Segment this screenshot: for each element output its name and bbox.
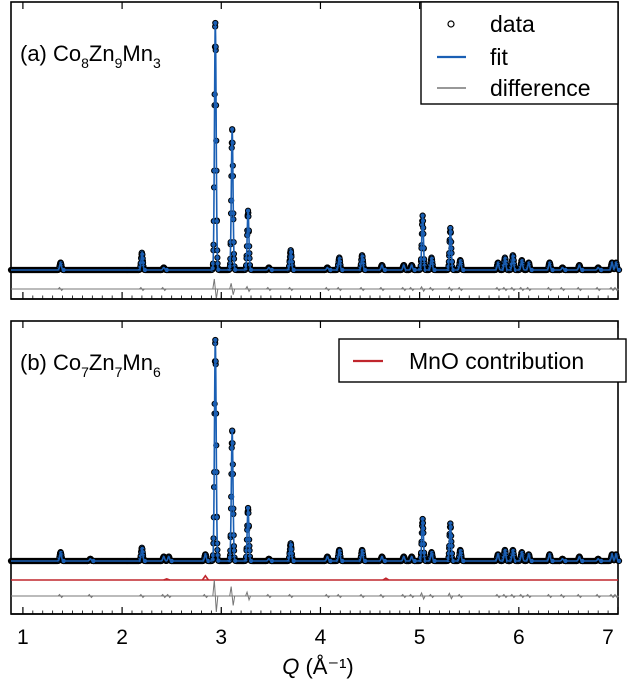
x-tick-label: 2	[116, 626, 128, 649]
a-difference-segment	[359, 286, 365, 292]
a-difference-segment	[408, 286, 415, 292]
panel-b-legend: MnO contribution	[338, 338, 627, 383]
a-difference-segment	[518, 286, 525, 292]
panel-b-label-sub-3: 6	[153, 364, 161, 380]
panel-b-label-el-2: Zn	[89, 350, 115, 375]
a-difference-segment	[609, 286, 615, 292]
x-axis-tick-labels: 1 2 3 4 5 6 7	[17, 626, 614, 649]
x-tick-label: 6	[513, 626, 525, 649]
panel-a-label-sub-1: 8	[81, 55, 89, 71]
panel-a-label-sub-3: 3	[153, 55, 161, 71]
panel-a-difference-curve	[57, 278, 619, 300]
a-difference-segment	[212, 278, 219, 300]
a-difference-segment	[510, 286, 516, 292]
a-difference-segment	[457, 286, 464, 292]
a-difference-segment	[525, 286, 532, 292]
a-difference-segment	[160, 286, 167, 292]
panel-a-legend: data fit difference	[420, 1, 619, 105]
panel-b-label-el-3: Mn	[122, 350, 153, 375]
a-difference-segment	[595, 286, 602, 292]
panel-b-label: (b) Co7Zn7Mn6	[20, 350, 161, 380]
panel-a-label: (a) Co8Zn9Mn3	[20, 41, 161, 71]
panel-b-label-el-1: Co	[53, 350, 81, 375]
a-difference-segment	[559, 286, 566, 292]
a-difference-segment	[613, 286, 619, 292]
a-difference-segment	[428, 286, 435, 292]
panel-b-label-sub-1: 7	[81, 364, 89, 380]
legend-fit-label: fit	[490, 44, 509, 70]
x-axis-title: Q (Å⁻¹)	[282, 654, 354, 679]
a-difference-segment	[324, 286, 331, 292]
x-axis-title-symbol: Q	[282, 654, 299, 679]
a-difference-segment	[546, 286, 553, 292]
a-difference-segment	[419, 285, 426, 293]
panel-b: (b) Co7Zn7Mn6 MnO contribution	[7, 320, 627, 615]
panel-b-label-sub-2: 7	[115, 364, 123, 380]
panel-a: (a) Co8Zn9Mn3 data fit difference	[7, 1, 623, 300]
legend-mno-label: MnO contribution	[409, 348, 584, 374]
x-tick-label: 3	[215, 626, 227, 649]
a-difference-segment	[400, 286, 407, 292]
a-difference-segment	[229, 283, 236, 295]
panel-a-label-el-1: Co	[53, 41, 81, 66]
a-difference-segment	[266, 286, 272, 292]
panel-a-label-el-2: Zn	[89, 41, 115, 66]
x-tick-label: 5	[414, 626, 426, 649]
a-difference-segment	[245, 285, 251, 293]
a-difference-segment	[139, 286, 145, 292]
a-difference-segment	[57, 286, 64, 292]
panel-a-label-el-3: Mn	[122, 41, 153, 66]
a-difference-segment	[379, 286, 385, 292]
a-difference-segment	[287, 286, 294, 292]
x-axis-title-units: (Å⁻¹)	[305, 654, 353, 679]
a-difference-segment	[495, 286, 501, 292]
legend-data-label: data	[490, 11, 535, 37]
a-difference-segment	[336, 286, 343, 292]
x-tick-label: 4	[315, 626, 327, 649]
legend-difference-label: difference	[490, 75, 591, 101]
panel-a-label-sub-2: 9	[115, 55, 123, 71]
panel-b-label-prefix: (b)	[20, 350, 53, 375]
x-tick-label: 7	[602, 626, 614, 649]
a-difference-segment	[502, 286, 508, 292]
panel-a-label-prefix: (a)	[20, 41, 53, 66]
x-tick-label: 1	[17, 626, 29, 649]
a-difference-segment	[447, 286, 454, 292]
a-difference-segment	[576, 286, 583, 292]
